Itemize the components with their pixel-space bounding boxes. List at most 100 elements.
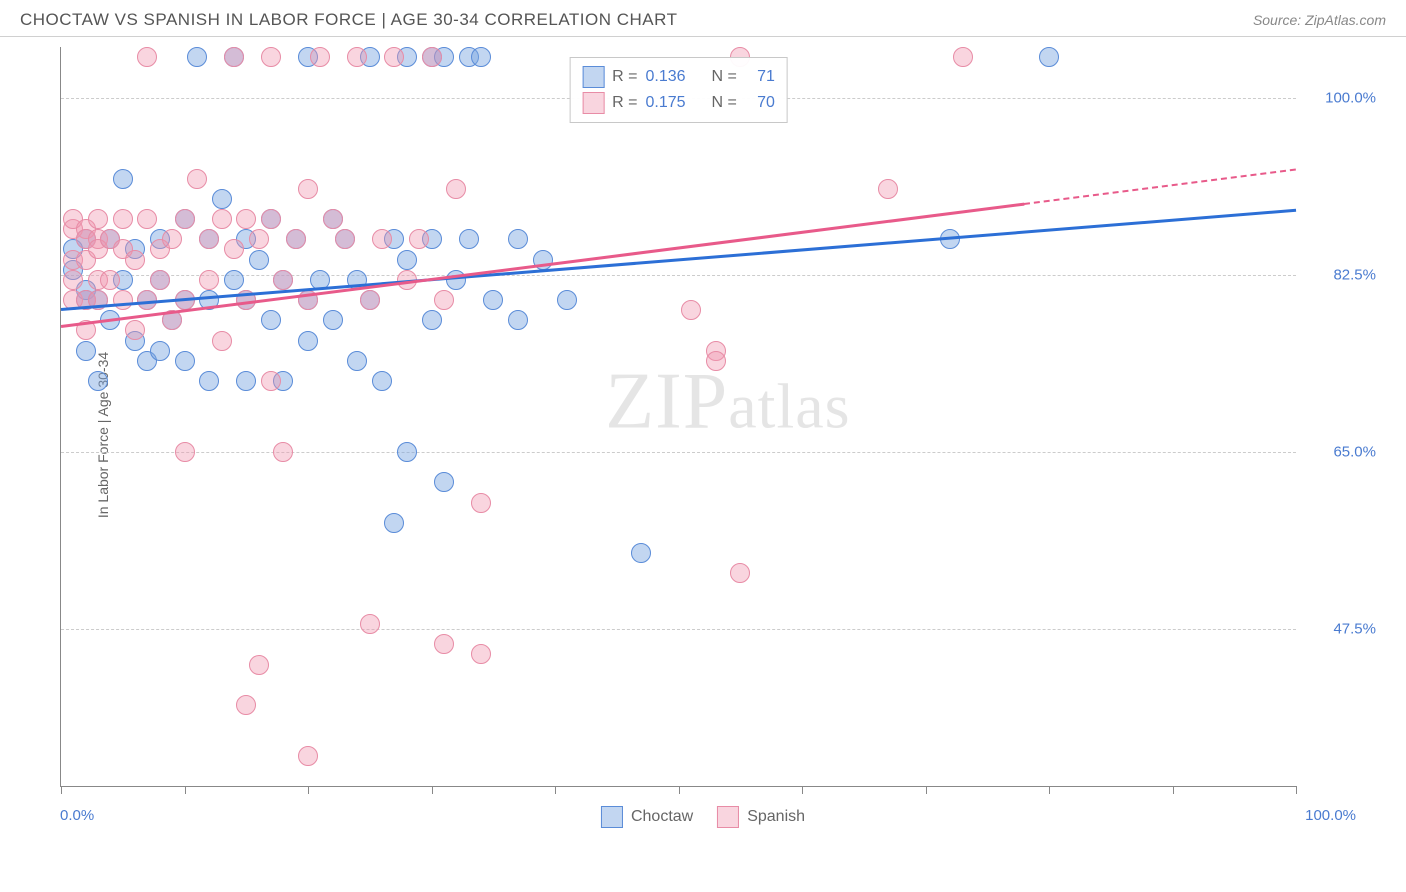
scatter-point <box>150 270 170 290</box>
x-tick <box>1296 786 1297 794</box>
chart-source: Source: ZipAtlas.com <box>1253 12 1386 28</box>
chart-container: In Labor Force | Age 30-34 ZIPatlas 47.5… <box>20 37 1386 832</box>
scatter-point <box>249 655 269 675</box>
scatter-point <box>249 229 269 249</box>
scatter-point <box>199 229 219 249</box>
series-name: Spanish <box>747 808 805 826</box>
scatter-point <box>125 320 145 340</box>
legend-swatch <box>601 806 623 828</box>
trend-line <box>1024 168 1296 205</box>
watermark-text: ZIPatlas <box>605 356 850 447</box>
scatter-point <box>224 270 244 290</box>
scatter-point <box>236 695 256 715</box>
legend-n-label: N = <box>712 68 737 86</box>
x-tick <box>926 786 927 794</box>
scatter-point <box>434 472 454 492</box>
scatter-point <box>323 209 343 229</box>
scatter-point <box>397 250 417 270</box>
scatter-point <box>175 442 195 462</box>
trend-line <box>61 203 1025 328</box>
series-legend-item: Spanish <box>717 806 805 828</box>
scatter-point <box>224 47 244 67</box>
scatter-point <box>471 493 491 513</box>
scatter-point <box>298 331 318 351</box>
scatter-point <box>175 209 195 229</box>
scatter-point <box>273 270 293 290</box>
scatter-point <box>261 371 281 391</box>
series-name: Choctaw <box>631 808 693 826</box>
scatter-point <box>199 270 219 290</box>
scatter-point <box>310 47 330 67</box>
scatter-point <box>113 169 133 189</box>
scatter-point <box>236 371 256 391</box>
series-legend-item: Choctaw <box>601 806 693 828</box>
scatter-point <box>557 290 577 310</box>
stats-legend: R =0.136N =71R =0.175N =70 <box>569 57 788 123</box>
scatter-point <box>953 47 973 67</box>
scatter-point <box>681 300 701 320</box>
scatter-point <box>384 47 404 67</box>
x-axis-max-label: 100.0% <box>1305 807 1356 824</box>
scatter-point <box>384 513 404 533</box>
legend-r-value: 0.136 <box>645 68 685 86</box>
chart-title: CHOCTAW VS SPANISH IN LABOR FORCE | AGE … <box>20 10 677 30</box>
scatter-point <box>212 189 232 209</box>
scatter-point <box>286 229 306 249</box>
scatter-point <box>347 351 367 371</box>
x-tick <box>555 786 556 794</box>
x-tick <box>1173 786 1174 794</box>
scatter-point <box>471 47 491 67</box>
scatter-point <box>150 341 170 361</box>
y-tick-label: 82.5% <box>1306 266 1376 283</box>
stats-legend-row: R =0.175N =70 <box>582 90 775 116</box>
scatter-point <box>162 229 182 249</box>
scatter-point <box>434 634 454 654</box>
scatter-point <box>187 47 207 67</box>
scatter-point <box>298 179 318 199</box>
scatter-point <box>422 310 442 330</box>
legend-swatch <box>582 66 604 88</box>
scatter-point <box>631 543 651 563</box>
scatter-point <box>212 209 232 229</box>
scatter-point <box>730 563 750 583</box>
legend-swatch <box>582 92 604 114</box>
gridline-h <box>61 275 1296 276</box>
scatter-point <box>508 310 528 330</box>
scatter-point <box>224 239 244 259</box>
gridline-h <box>61 629 1296 630</box>
scatter-point <box>360 614 380 634</box>
scatter-point <box>471 644 491 664</box>
scatter-point <box>422 47 442 67</box>
legend-swatch <box>717 806 739 828</box>
x-tick <box>802 786 803 794</box>
scatter-point <box>125 250 145 270</box>
scatter-point <box>63 270 83 290</box>
scatter-point <box>137 47 157 67</box>
scatter-point <box>878 179 898 199</box>
scatter-point <box>508 229 528 249</box>
scatter-point <box>483 290 503 310</box>
scatter-point <box>397 442 417 462</box>
scatter-point <box>249 250 269 270</box>
scatter-point <box>706 351 726 371</box>
scatter-point <box>446 179 466 199</box>
scatter-point <box>347 47 367 67</box>
legend-n-value: 71 <box>745 68 775 86</box>
scatter-point <box>372 371 392 391</box>
x-axis-min-label: 0.0% <box>60 807 94 824</box>
legend-r-value: 0.175 <box>645 94 685 112</box>
scatter-point <box>261 310 281 330</box>
scatter-point <box>100 270 120 290</box>
plot-area: ZIPatlas 47.5%65.0%82.5%100.0%R =0.136N … <box>60 47 1296 787</box>
scatter-point <box>323 310 343 330</box>
bottom-legend: Choctaw Spanish <box>601 806 805 828</box>
scatter-point <box>409 229 429 249</box>
scatter-point <box>1039 47 1059 67</box>
scatter-point <box>175 351 195 371</box>
scatter-point <box>113 209 133 229</box>
x-tick <box>679 786 680 794</box>
x-tick <box>308 786 309 794</box>
scatter-point <box>360 290 380 310</box>
y-tick-label: 100.0% <box>1306 89 1376 106</box>
scatter-point <box>372 229 392 249</box>
